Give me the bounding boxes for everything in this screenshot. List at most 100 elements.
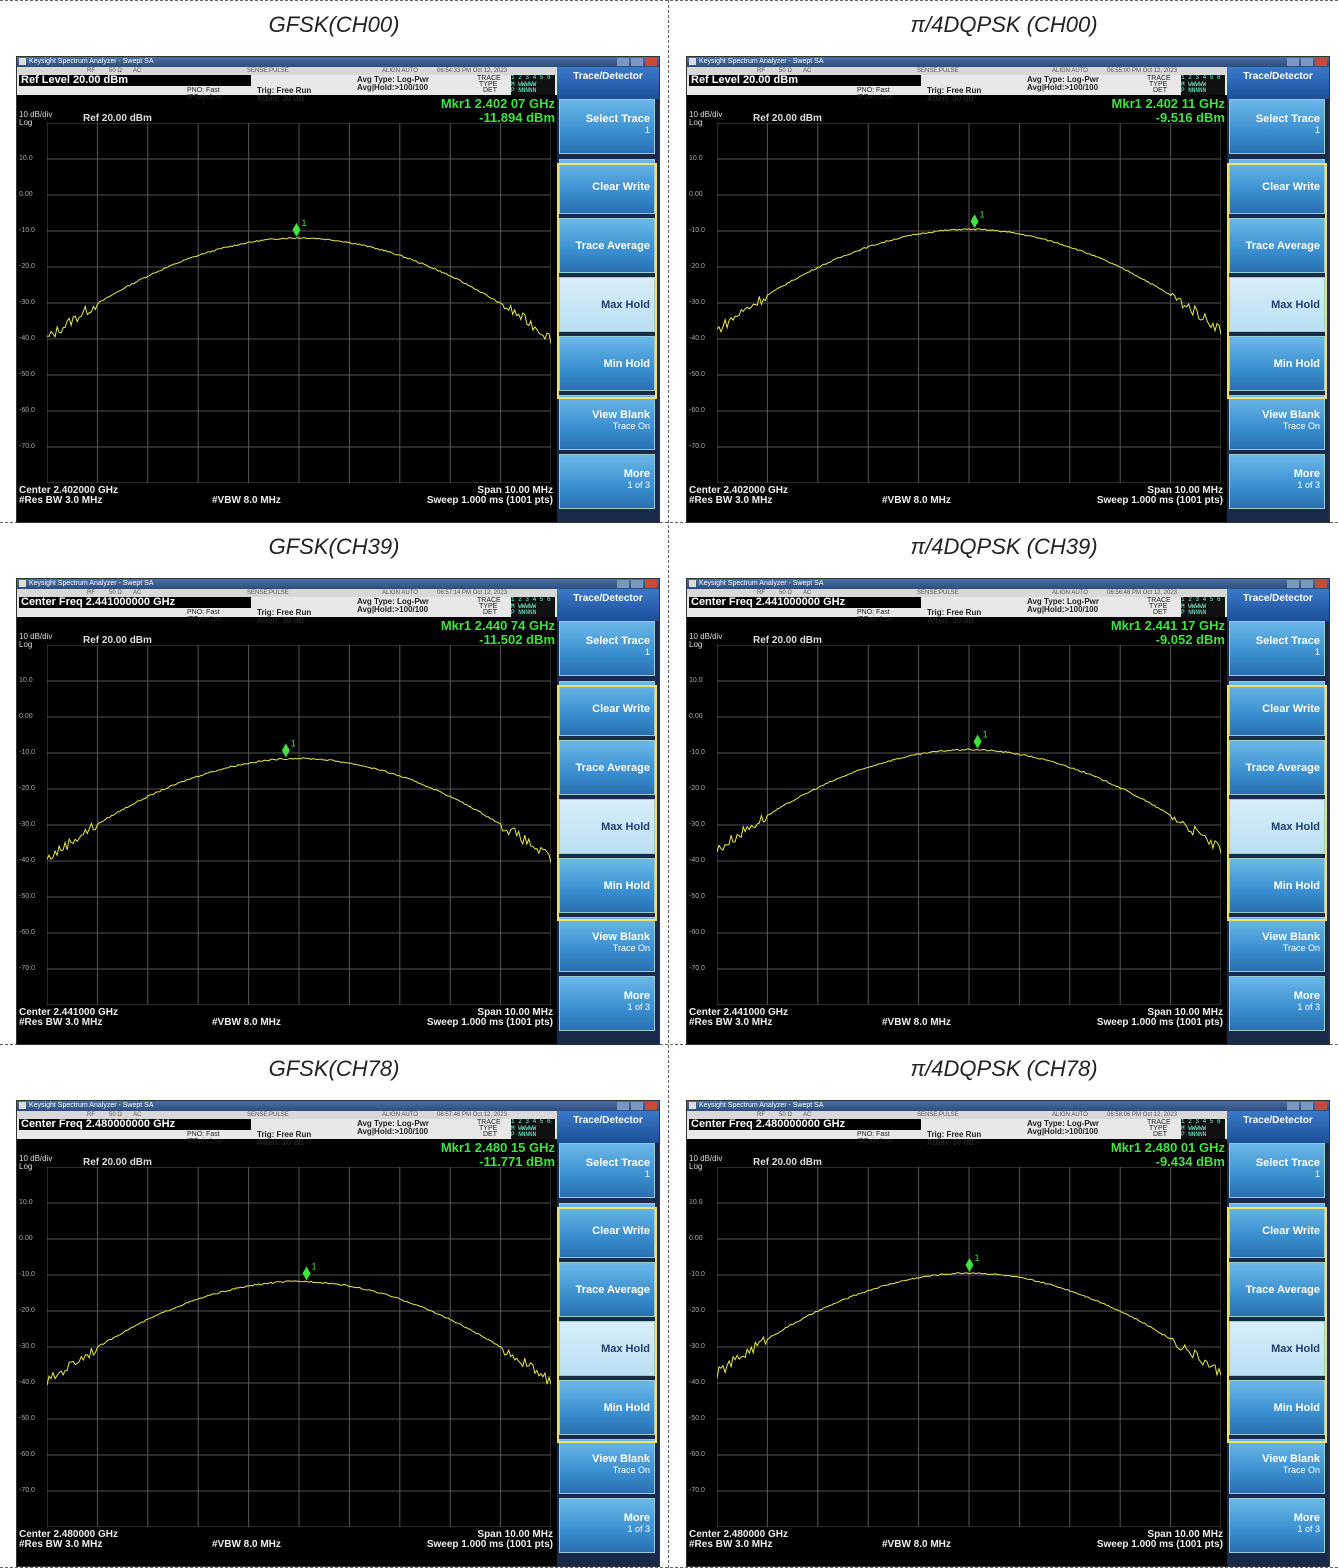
more-button-label: More bbox=[1293, 990, 1320, 1002]
min-hold-button[interactable]: Min Hold bbox=[1229, 1380, 1325, 1435]
window-controls bbox=[615, 580, 657, 592]
clear-write-button[interactable]: Clear Write bbox=[559, 159, 655, 214]
select-trace-button[interactable]: Select Trace 1 bbox=[1229, 99, 1325, 154]
view-blank-button[interactable]: View Blank Trace On bbox=[1229, 395, 1325, 450]
clear-write-button[interactable]: Clear Write bbox=[559, 681, 655, 736]
y-tick-label: -50.0 bbox=[19, 1415, 35, 1422]
type-digits: M WWWWW bbox=[1181, 1124, 1207, 1132]
maximize-button[interactable] bbox=[631, 58, 643, 66]
view-blank-button[interactable]: View Blank Trace On bbox=[559, 395, 655, 450]
max-hold-button[interactable]: Max Hold bbox=[1229, 799, 1325, 854]
marker-1-icon[interactable] bbox=[965, 1257, 974, 1272]
y-tick-label: -10.0 bbox=[19, 749, 35, 756]
view-blank-button[interactable]: View Blank Trace On bbox=[1229, 917, 1325, 972]
trace-average-button[interactable]: Trace Average bbox=[559, 218, 655, 273]
clear-write-button[interactable]: Clear Write bbox=[1229, 159, 1325, 214]
trace-digits: 1 2 3 4 5 6 bbox=[511, 74, 551, 81]
minimize-button[interactable] bbox=[1287, 58, 1299, 66]
max-hold-button[interactable]: Max Hold bbox=[559, 799, 655, 854]
clear-write-button[interactable]: Clear Write bbox=[559, 1203, 655, 1258]
min-hold-button[interactable]: Min Hold bbox=[1229, 336, 1325, 391]
avg-type-label: Avg Type: Log-Pwr bbox=[1027, 1119, 1099, 1128]
min-hold-button[interactable]: Min Hold bbox=[1229, 858, 1325, 913]
spectrum-graticule: 1 bbox=[717, 1167, 1221, 1527]
trace-average-button[interactable]: Trace Average bbox=[1229, 1262, 1325, 1317]
maximize-button[interactable] bbox=[1301, 580, 1313, 588]
active-function-readout[interactable]: Center Freq 2.441000000 GHz bbox=[19, 597, 251, 608]
view-blank-button[interactable]: View Blank Trace On bbox=[1229, 1439, 1325, 1494]
marker-1-icon[interactable] bbox=[281, 743, 290, 758]
more-button[interactable]: More 1 of 3 bbox=[559, 976, 655, 1031]
type-digits: M WWWWW bbox=[511, 602, 537, 610]
center-frequency: Center 2.441000 GHz bbox=[19, 1007, 118, 1018]
min-hold-button[interactable]: Min Hold bbox=[559, 336, 655, 391]
select-trace-button[interactable]: Select Trace 1 bbox=[1229, 621, 1325, 676]
close-button[interactable] bbox=[645, 1102, 657, 1110]
marker-1-icon[interactable] bbox=[292, 222, 301, 237]
trace-average-button[interactable]: Trace Average bbox=[559, 740, 655, 795]
active-function-readout[interactable]: Center Freq 2.480000000 GHz bbox=[689, 1119, 921, 1130]
scale-label: 10 dB/div Log bbox=[19, 633, 52, 649]
minimize-button[interactable] bbox=[617, 1102, 629, 1110]
close-button[interactable] bbox=[1315, 58, 1327, 66]
close-button[interactable] bbox=[1315, 1102, 1327, 1110]
min-hold-button[interactable]: Min Hold bbox=[559, 858, 655, 913]
more-button[interactable]: More 1 of 3 bbox=[1229, 454, 1325, 509]
active-function-readout[interactable]: Ref Level 20.00 dBm bbox=[689, 75, 921, 86]
rbw-label: #Res BW 3.0 MHz bbox=[689, 495, 773, 506]
active-function-readout[interactable]: Ref Level 20.00 dBm bbox=[19, 75, 251, 86]
view-blank-button[interactable]: View Blank Trace On bbox=[559, 1439, 655, 1494]
min-hold-button[interactable]: Min Hold bbox=[559, 1380, 655, 1435]
marker-1-icon[interactable] bbox=[973, 734, 982, 749]
minimize-button[interactable] bbox=[1287, 580, 1299, 588]
view-blank-button-label: View Blank bbox=[592, 1453, 650, 1465]
minimize-button[interactable] bbox=[617, 58, 629, 66]
select-trace-button[interactable]: Select Trace 1 bbox=[1229, 1143, 1325, 1198]
marker-1-icon[interactable] bbox=[302, 1266, 311, 1281]
trace-average-button[interactable]: Trace Average bbox=[1229, 740, 1325, 795]
pno-label: PNO: Fast bbox=[857, 1131, 890, 1138]
minimize-button[interactable] bbox=[617, 580, 629, 588]
trace-average-button[interactable]: Trace Average bbox=[559, 1262, 655, 1317]
max-hold-button[interactable]: Max Hold bbox=[1229, 277, 1325, 332]
max-hold-button[interactable]: Max Hold bbox=[559, 1321, 655, 1376]
clear-write-button[interactable]: Clear Write bbox=[1229, 681, 1325, 736]
y-tick-label: 0.00 bbox=[689, 1235, 703, 1242]
scale-div: 10 dB/div bbox=[689, 110, 723, 119]
more-button[interactable]: More 1 of 3 bbox=[559, 454, 655, 509]
app-icon bbox=[19, 1102, 26, 1109]
marker-1-icon[interactable] bbox=[970, 214, 979, 229]
minimize-button[interactable] bbox=[1287, 1102, 1299, 1110]
select-trace-button[interactable]: Select Trace 1 bbox=[559, 1143, 655, 1198]
clear-write-button[interactable]: Clear Write bbox=[1229, 1203, 1325, 1258]
marker-frequency: Mkr1 2.441 17 GHz bbox=[1110, 618, 1225, 633]
y-tick-label: -10.0 bbox=[19, 1271, 35, 1278]
close-button[interactable] bbox=[1315, 580, 1327, 588]
close-button[interactable] bbox=[645, 580, 657, 588]
select-trace-button[interactable]: Select Trace 1 bbox=[559, 621, 655, 676]
trace-average-button-label: Trace Average bbox=[1245, 1284, 1320, 1296]
maximize-button[interactable] bbox=[1301, 58, 1313, 66]
maximize-button[interactable] bbox=[631, 580, 643, 588]
more-button-sublabel: 1 of 3 bbox=[627, 1524, 650, 1534]
more-button[interactable]: More 1 of 3 bbox=[1229, 976, 1325, 1031]
more-button[interactable]: More 1 of 3 bbox=[559, 1498, 655, 1553]
trace-average-button[interactable]: Trace Average bbox=[1229, 218, 1325, 273]
active-function-readout[interactable]: Center Freq 2.480000000 GHz bbox=[19, 1119, 251, 1130]
max-hold-button[interactable]: Max Hold bbox=[1229, 1321, 1325, 1376]
view-blank-button[interactable]: View Blank Trace On bbox=[559, 917, 655, 972]
active-function-readout[interactable]: Center Freq 2.441000000 GHz bbox=[689, 597, 921, 608]
more-button[interactable]: More 1 of 3 bbox=[1229, 1498, 1325, 1553]
max-hold-button[interactable]: Max Hold bbox=[559, 277, 655, 332]
close-button[interactable] bbox=[645, 58, 657, 66]
maximize-button[interactable] bbox=[631, 1102, 643, 1110]
pno-label: PNO: Fast bbox=[187, 1131, 220, 1138]
select-trace-button[interactable]: Select Trace 1 bbox=[559, 99, 655, 154]
maximize-button[interactable] bbox=[1301, 1102, 1313, 1110]
trig-label: Trig: Free Run bbox=[927, 86, 982, 95]
app-icon bbox=[19, 58, 26, 65]
avg-hold-label: Avg|Hold:>100/100 bbox=[1027, 83, 1099, 92]
marker-readout: Mkr1 2.402 11 GHz -9.516 dBm bbox=[1112, 97, 1225, 125]
softkey-menu-title: Trace/Detector bbox=[557, 67, 659, 99]
